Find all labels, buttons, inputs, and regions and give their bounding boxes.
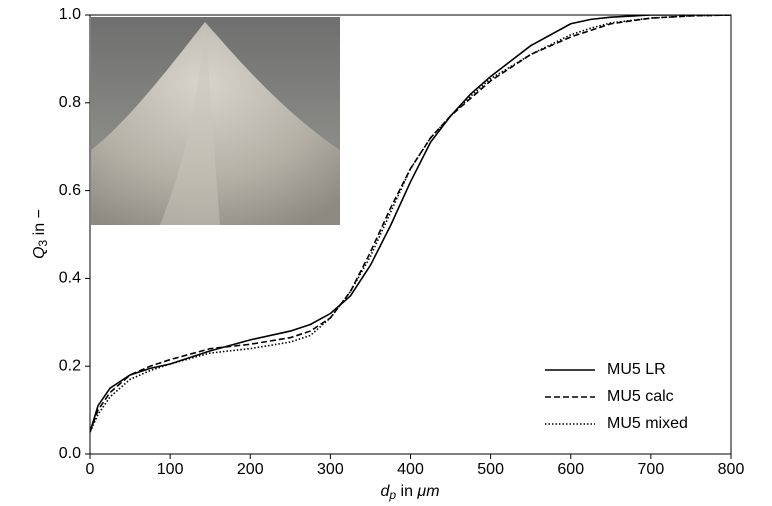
- x-tick-label: 500: [477, 461, 504, 478]
- x-tick-label: 100: [157, 461, 184, 478]
- x-axis-label: dp in μm: [380, 483, 439, 502]
- legend-label: MU5 LR: [607, 361, 666, 378]
- x-tick-label: 300: [317, 461, 344, 478]
- x-tick-label: 200: [237, 461, 264, 478]
- legend-label: MU5 mixed: [607, 415, 688, 432]
- legend-label: MU5 calc: [607, 388, 674, 405]
- x-tick-label: 800: [718, 461, 745, 478]
- y-tick-label: 0.2: [59, 357, 81, 374]
- y-tick-label: 0.4: [59, 270, 81, 287]
- x-tick-label: 0: [86, 461, 95, 478]
- inset-photo: [91, 17, 340, 225]
- x-tick-label: 400: [397, 461, 424, 478]
- y-tick-label: 0.8: [59, 94, 81, 111]
- y-tick-label: 0.0: [59, 445, 81, 462]
- x-tick-label: 700: [638, 461, 665, 478]
- y-tick-label: 0.6: [59, 182, 81, 199]
- x-tick-label: 600: [557, 461, 584, 478]
- chart: dp in μm Q3 in − 0.0 0.2 0.4 0.6 0.8 1.0 0 100 2…: [0, 0, 772, 506]
- y-tick-label: 1.0: [59, 6, 81, 23]
- y-axis-label: Q3 in −: [31, 209, 50, 259]
